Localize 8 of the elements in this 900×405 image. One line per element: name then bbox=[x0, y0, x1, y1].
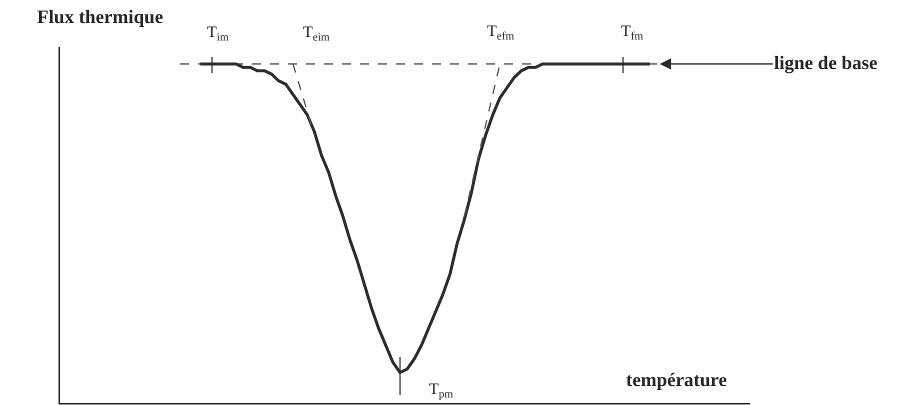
text: T$_{eim}$ bbox=[303, 24, 330, 44]
annotation: T$_{pm}$ bbox=[429, 381, 454, 400]
text: T$_{im}$ bbox=[207, 24, 229, 44]
ref-line-label: ligne de base bbox=[774, 53, 878, 74]
text: T$_{efm}$ bbox=[487, 23, 514, 42]
text: T$_{fm}$ bbox=[621, 23, 644, 42]
y-axis-title: Flux thermique bbox=[37, 7, 164, 28]
x-axis-title: température bbox=[626, 370, 727, 391]
